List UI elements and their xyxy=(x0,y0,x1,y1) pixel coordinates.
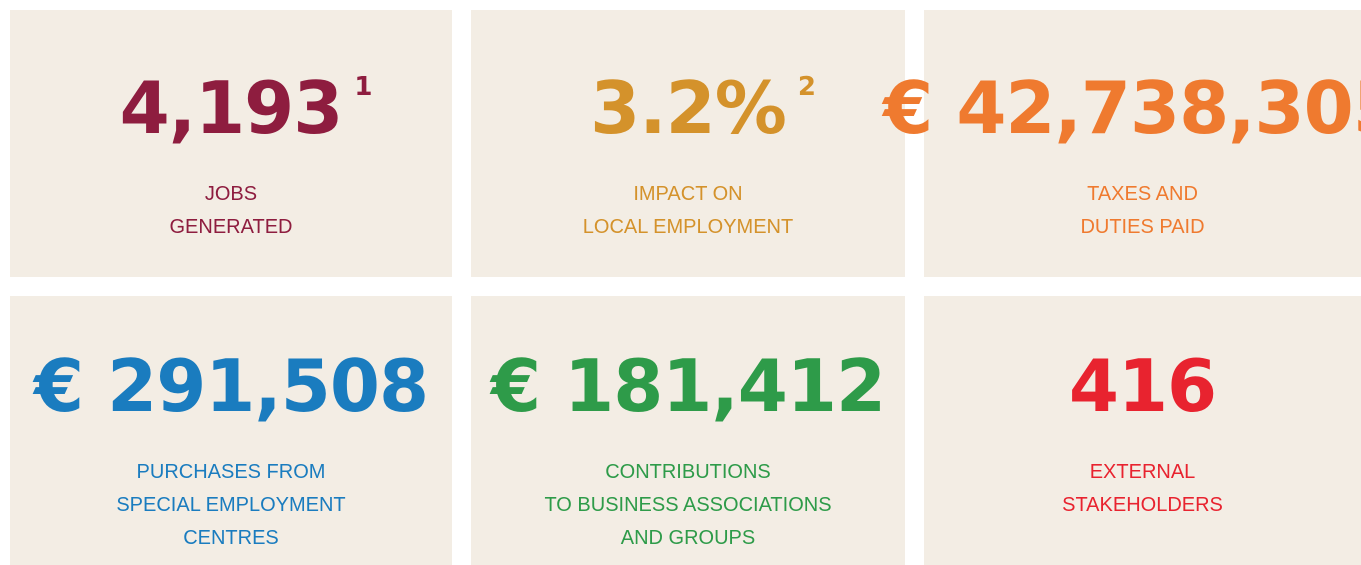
label-line: TO BUSINESS ASSOCIATIONS xyxy=(544,494,832,516)
stat-value: € 181,412 xyxy=(491,350,886,422)
label-line: STAKEHOLDERS xyxy=(1062,494,1223,516)
stat-value: 4,193 1 xyxy=(120,72,373,144)
stat-label: EXTERNAL STAKEHOLDERS xyxy=(1062,456,1223,522)
stat-card: € 181,412 CONTRIBUTIONS TO BUSINESS ASSOCI… xyxy=(471,296,905,565)
stat-label: CONTRIBUTIONS TO BUSINESS ASSOCIATIONS AND… xyxy=(544,456,831,555)
label-line: DUTIES PAID xyxy=(1080,216,1205,238)
label-line: IMPACT ON xyxy=(633,183,743,205)
stat-label: TAXES AND DUTIES PAID xyxy=(1080,178,1204,244)
stat-number: € 42,738,305 xyxy=(883,66,1361,150)
stat-number: 3.2% xyxy=(590,66,787,150)
label-line: LOCAL EMPLOYMENT xyxy=(582,216,794,238)
stat-number: 416 xyxy=(1068,344,1217,428)
stat-value: € 291,508 xyxy=(34,350,429,422)
label-line: AND GROUPS xyxy=(620,527,756,549)
stat-card: € 291,508 PURCHASES FROM SPECIAL EMPLOYMEN… xyxy=(10,296,452,565)
label-line: GENERATED xyxy=(169,216,293,238)
label-line: PURCHASES FROM xyxy=(136,461,326,483)
stat-value: 3.2% 2 xyxy=(590,72,816,144)
footnote-marker: 2 xyxy=(797,72,816,102)
label-line: JOBS xyxy=(204,183,258,205)
stat-label: IMPACT ON LOCAL EMPLOYMENT xyxy=(583,178,793,244)
label-line: SPECIAL EMPLOYMENT xyxy=(116,494,346,516)
label-line: CONTRIBUTIONS xyxy=(605,461,771,483)
stat-number: € 181,412 xyxy=(490,344,886,428)
stat-label: PURCHASES FROM SPECIAL EMPLOYMENT CENTRES xyxy=(116,456,345,555)
stat-card: € 42,738,305 TAXES AND DUTIES PAID xyxy=(883,10,1361,277)
stat-card: 416 EXTERNAL STAKEHOLDERS xyxy=(924,296,1361,565)
label-line: CENTRES xyxy=(183,527,279,549)
label-line: TAXES AND xyxy=(1087,183,1198,205)
stat-card: 4,193 1 JOBS GENERATED xyxy=(10,10,452,277)
stat-value: € 42,738,305 xyxy=(883,72,1361,144)
footnote-marker: 1 xyxy=(354,72,372,102)
stat-label: JOBS GENERATED xyxy=(170,178,293,244)
stat-card: 3.2% 2 IMPACT ON LOCAL EMPLOYMENT xyxy=(471,10,905,277)
stat-number: 4,193 xyxy=(119,66,344,150)
stat-number: € 291,508 xyxy=(33,344,429,428)
stat-value: 416 xyxy=(1069,350,1217,422)
label-line: EXTERNAL xyxy=(1089,461,1196,483)
